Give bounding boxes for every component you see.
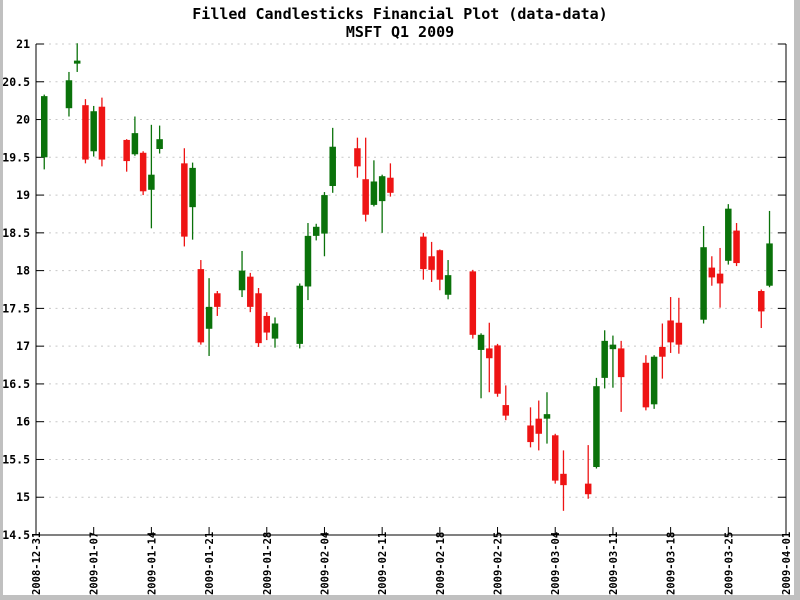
candle-body bbox=[370, 181, 378, 205]
candle-body bbox=[123, 139, 130, 162]
candle-body bbox=[477, 334, 485, 350]
candle-body bbox=[189, 167, 196, 208]
y-tick-label: 17.5 bbox=[2, 301, 30, 315]
candle-body bbox=[181, 163, 188, 237]
candle-body bbox=[238, 270, 246, 291]
candle-body bbox=[354, 148, 361, 167]
candle-body bbox=[444, 275, 452, 295]
candle-body bbox=[296, 285, 303, 344]
x-tick-label: 2009-01-14 bbox=[146, 532, 158, 595]
candle-body bbox=[700, 247, 707, 320]
candle-body bbox=[725, 208, 732, 261]
x-tick-label: 2009-02-04 bbox=[319, 532, 331, 595]
candle-body bbox=[642, 362, 650, 408]
candle-body bbox=[593, 386, 600, 468]
x-tick-label: 2009-01-07 bbox=[89, 532, 101, 595]
candle-body bbox=[98, 106, 106, 160]
candle-body bbox=[436, 250, 444, 280]
window-frame-left-edge bbox=[0, 0, 3, 600]
x-tick-label: 2009-02-11 bbox=[377, 532, 389, 595]
candle-body bbox=[329, 146, 336, 187]
candle-body bbox=[255, 293, 262, 344]
y-tick-label: 14.5 bbox=[2, 528, 30, 542]
candle-body bbox=[73, 60, 81, 64]
x-tick-label: 2009-03-18 bbox=[666, 532, 678, 595]
candle-body bbox=[758, 291, 765, 312]
candle-body bbox=[148, 174, 155, 190]
candle-body bbox=[527, 425, 534, 443]
candle-body bbox=[650, 356, 658, 405]
y-tick-label: 20.5 bbox=[2, 75, 30, 89]
candle-body bbox=[502, 405, 510, 416]
candle-body bbox=[263, 315, 271, 333]
candle-body bbox=[378, 176, 386, 202]
candle-body bbox=[560, 473, 567, 486]
y-tick-label: 16 bbox=[16, 415, 30, 429]
candle-body bbox=[321, 195, 328, 234]
candle-body bbox=[494, 345, 501, 394]
candle-body bbox=[362, 179, 369, 215]
chart-title: Filled Candlesticks Financial Plot (data… bbox=[192, 5, 608, 23]
y-tick-label: 18 bbox=[16, 264, 30, 278]
candle-body bbox=[214, 293, 221, 307]
y-tick-label: 15 bbox=[16, 490, 30, 504]
candle-body bbox=[733, 230, 740, 264]
x-tick-label: 2009-02-18 bbox=[435, 532, 447, 595]
candle-body bbox=[716, 273, 724, 284]
candle-body bbox=[659, 346, 666, 357]
candle-body bbox=[469, 271, 477, 335]
candle-body bbox=[428, 256, 435, 270]
window-frame-right-edge bbox=[794, 0, 800, 600]
y-tick-label: 18.5 bbox=[2, 226, 30, 240]
x-tick-label: 2009-01-21 bbox=[204, 532, 216, 595]
candle-body bbox=[420, 236, 427, 270]
chart-subtitle: MSFT Q1 2009 bbox=[345, 23, 455, 41]
candle-body bbox=[131, 133, 139, 155]
y-tick-label: 20 bbox=[16, 113, 30, 127]
candle-body bbox=[65, 80, 73, 109]
candle-body bbox=[304, 235, 312, 287]
y-tick-label: 15.5 bbox=[2, 452, 30, 466]
candle-body bbox=[708, 267, 716, 278]
candle-body bbox=[766, 243, 773, 286]
y-tick-label: 19.5 bbox=[2, 150, 30, 164]
x-tick-label: 2009-03-25 bbox=[723, 532, 735, 595]
candle-body bbox=[271, 323, 279, 339]
candle-body bbox=[156, 139, 163, 149]
candle-body bbox=[90, 111, 97, 152]
candle-body bbox=[82, 105, 89, 160]
y-tick-label: 19 bbox=[16, 188, 30, 202]
candle-body bbox=[40, 96, 48, 158]
x-tick-label: 2009-03-11 bbox=[608, 532, 620, 595]
y-tick-label: 16.5 bbox=[2, 377, 30, 391]
candle-body bbox=[205, 306, 213, 329]
window-frame-bottom-edge bbox=[0, 595, 800, 600]
x-tick-label: 2008-12-31 bbox=[31, 532, 43, 595]
candle-body bbox=[543, 414, 551, 419]
candle-body bbox=[486, 348, 493, 359]
x-tick-label: 2009-03-04 bbox=[550, 532, 562, 595]
candle-body bbox=[675, 322, 683, 345]
y-tick-label: 21 bbox=[16, 37, 30, 51]
candle-body bbox=[584, 483, 592, 495]
candle-body bbox=[667, 320, 674, 343]
candle-body bbox=[247, 276, 254, 307]
candle-body bbox=[312, 226, 320, 236]
candle-body bbox=[609, 344, 617, 350]
x-tick-label: 2009-01-28 bbox=[262, 532, 274, 595]
candle-body bbox=[387, 177, 394, 193]
x-tick-label: 2009-04-01 bbox=[781, 532, 793, 595]
candle-body bbox=[617, 348, 625, 378]
candle-body bbox=[139, 152, 147, 192]
candle-body bbox=[551, 435, 559, 481]
candle-body bbox=[197, 269, 205, 343]
y-tick-label: 17 bbox=[16, 339, 30, 353]
candle-body bbox=[601, 340, 608, 378]
x-tick-label: 2009-02-25 bbox=[493, 532, 505, 595]
candle-body bbox=[535, 418, 542, 434]
